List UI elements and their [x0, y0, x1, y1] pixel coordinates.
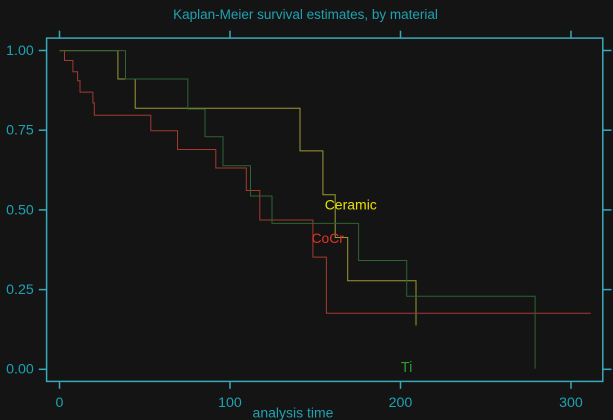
svg-text:300: 300	[559, 395, 583, 411]
svg-text:0.25: 0.25	[6, 282, 34, 298]
svg-text:analysis time: analysis time	[253, 404, 334, 420]
svg-text:Ceramic: Ceramic	[325, 197, 377, 213]
svg-text:100: 100	[218, 395, 242, 411]
svg-text:0.75: 0.75	[6, 123, 34, 139]
svg-text:CoCr: CoCr	[312, 231, 345, 246]
svg-text:Ti: Ti	[401, 360, 413, 376]
svg-text:Kaplan-Meier survival estimate: Kaplan-Meier survival estimates, by mate…	[173, 7, 438, 22]
svg-text:200: 200	[389, 395, 413, 411]
svg-text:0: 0	[56, 395, 64, 411]
svg-text:1.00: 1.00	[6, 43, 34, 59]
svg-text:0.50: 0.50	[6, 202, 34, 218]
svg-text:0.00: 0.00	[6, 362, 34, 378]
